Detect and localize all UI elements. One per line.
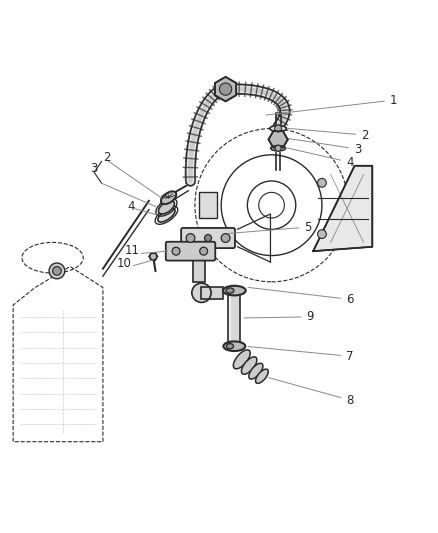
Text: 6: 6 xyxy=(248,287,353,306)
Circle shape xyxy=(205,235,212,241)
Polygon shape xyxy=(215,77,236,101)
Ellipse shape xyxy=(161,191,177,204)
Text: 4: 4 xyxy=(127,199,134,213)
Text: 8: 8 xyxy=(268,377,353,407)
Text: 4: 4 xyxy=(287,148,353,169)
Ellipse shape xyxy=(271,146,286,151)
Circle shape xyxy=(186,233,195,243)
Circle shape xyxy=(275,125,282,132)
Ellipse shape xyxy=(233,350,250,369)
Circle shape xyxy=(221,233,230,243)
FancyBboxPatch shape xyxy=(166,242,215,261)
Text: 2: 2 xyxy=(103,151,110,164)
Ellipse shape xyxy=(159,201,174,214)
Ellipse shape xyxy=(226,344,233,349)
Text: 2: 2 xyxy=(287,128,369,142)
Circle shape xyxy=(318,230,326,238)
Ellipse shape xyxy=(158,208,175,222)
Ellipse shape xyxy=(255,369,268,383)
Text: 3: 3 xyxy=(90,162,97,175)
FancyBboxPatch shape xyxy=(201,287,223,299)
Polygon shape xyxy=(268,131,288,148)
Ellipse shape xyxy=(223,286,246,295)
Circle shape xyxy=(192,283,211,302)
Ellipse shape xyxy=(270,125,286,132)
Ellipse shape xyxy=(241,357,257,374)
Text: 1: 1 xyxy=(265,94,397,115)
Ellipse shape xyxy=(249,364,263,379)
Text: 3: 3 xyxy=(289,139,361,156)
FancyBboxPatch shape xyxy=(193,255,205,282)
Text: 10: 10 xyxy=(117,257,131,270)
Text: 9: 9 xyxy=(244,310,314,324)
Circle shape xyxy=(219,83,232,95)
Ellipse shape xyxy=(226,288,234,293)
Ellipse shape xyxy=(223,342,245,351)
Circle shape xyxy=(150,253,157,260)
Circle shape xyxy=(275,145,281,151)
Circle shape xyxy=(172,247,180,255)
Text: 11: 11 xyxy=(125,244,140,257)
Text: 7: 7 xyxy=(248,346,353,363)
Circle shape xyxy=(200,247,208,255)
Polygon shape xyxy=(313,166,372,251)
Circle shape xyxy=(318,179,326,187)
Text: 5: 5 xyxy=(228,221,312,233)
FancyBboxPatch shape xyxy=(228,293,240,343)
FancyBboxPatch shape xyxy=(199,192,217,219)
FancyBboxPatch shape xyxy=(181,228,235,248)
Circle shape xyxy=(49,263,65,279)
Circle shape xyxy=(53,266,61,275)
